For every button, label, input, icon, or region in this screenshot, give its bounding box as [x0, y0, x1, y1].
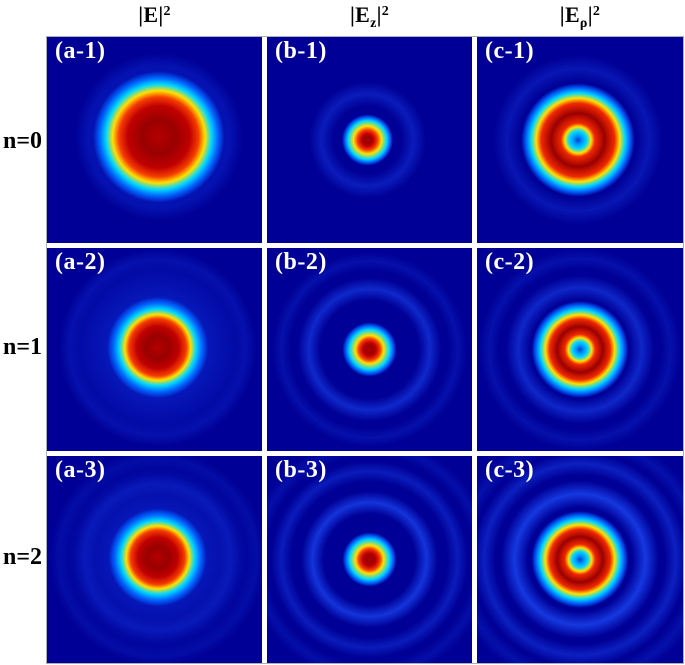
row-label-n0: n=0	[3, 128, 43, 154]
heatmap-panel-b-3: (b-3)	[267, 456, 472, 663]
heatmap-panel-a-3: (a-3)	[47, 456, 262, 663]
heatmap-panel-b-1: (b-1)	[267, 37, 472, 243]
column-header-Ez: |Ez|2	[267, 2, 472, 32]
heatmap-grid: (a-1) (b-1) (c-1) (a-2) (b-2) (c-2) (a-3…	[46, 36, 684, 664]
column-header-Erho: |Eρ|2	[477, 2, 683, 32]
column-header-E-total: |E|2	[47, 2, 262, 32]
heatmap-panel-b-2: (b-2)	[267, 248, 472, 451]
heatmap-panel-a-2: (a-2)	[47, 248, 262, 451]
header-base: |E	[349, 2, 371, 27]
header-base: |E	[559, 2, 580, 27]
row-label-n1: n=1	[3, 334, 43, 360]
header-superscript: 2	[592, 4, 601, 19]
panel-label: (a-3)	[55, 457, 106, 483]
panel-label: (b-2)	[275, 249, 327, 275]
header-base: |E|	[138, 2, 164, 27]
panel-label: (c-2)	[485, 249, 535, 275]
heatmap-panel-c-2: (c-2)	[477, 248, 683, 451]
heatmap-panel-c-3: (c-3)	[477, 456, 683, 663]
header-close: |	[376, 2, 382, 27]
header-close: |	[587, 2, 593, 27]
header-subscript: ρ	[579, 16, 588, 31]
panel-label: (b-1)	[275, 38, 327, 64]
panel-label: (a-2)	[55, 249, 106, 275]
header-superscript: 2	[163, 4, 171, 19]
header-subscript: z	[370, 16, 377, 31]
heatmap-panel-c-1: (c-1)	[477, 37, 683, 243]
panel-label: (c-1)	[485, 38, 535, 64]
header-superscript: 2	[381, 4, 390, 19]
heatmap-panel-a-1: (a-1)	[47, 37, 262, 243]
row-label-n2: n=2	[3, 544, 43, 570]
panel-label: (b-3)	[275, 457, 327, 483]
panel-label: (c-3)	[485, 457, 535, 483]
panel-label: (a-1)	[55, 38, 106, 64]
